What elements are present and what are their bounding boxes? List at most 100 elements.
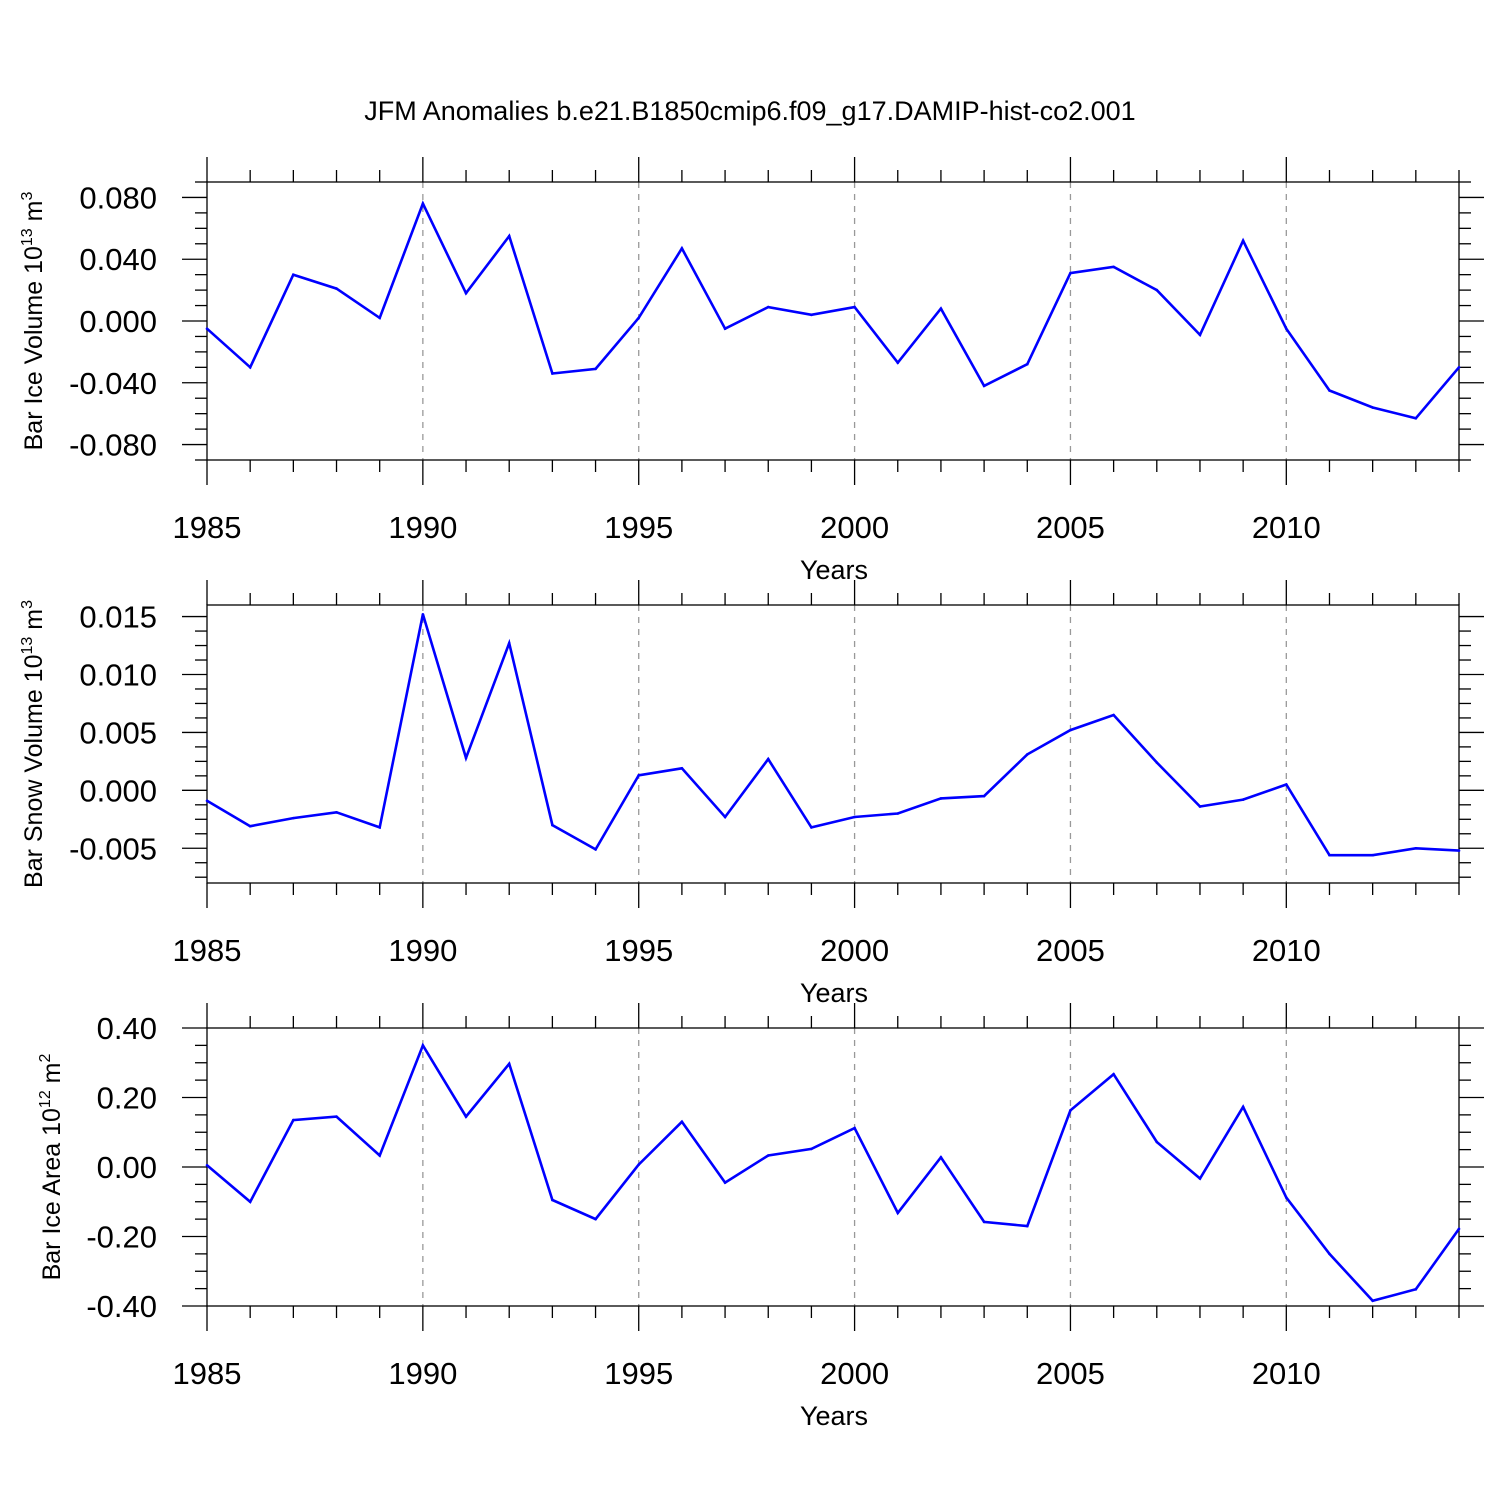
series-line [206, 613, 1460, 857]
data-point [1285, 327, 1288, 331]
chart-panel-2: 1985 1990 1995 2000 2005 2010 0.015 0.010 0.005 0… [19, 580, 1484, 1008]
x-tick-label: 2005 [1036, 510, 1105, 545]
data-point [421, 202, 425, 205]
y-tick-label: -0.40 [86, 1289, 157, 1324]
data-point [464, 1115, 468, 1118]
x-tick-label: 1995 [604, 1356, 673, 1391]
data-point [378, 826, 381, 829]
data-point [1112, 1072, 1115, 1076]
data-point [723, 815, 727, 819]
data-point [464, 756, 468, 760]
data-point [1069, 271, 1072, 275]
data-point [248, 1200, 252, 1204]
plot-frame [206, 604, 1460, 884]
data-point [292, 816, 295, 820]
x-axis-label: Years [800, 555, 868, 585]
x-tick-label: 1990 [388, 1356, 457, 1391]
figure-title: JFM Anomalies b.e21.B1850cmip6.f09_g17.D… [364, 96, 1135, 126]
series-line [206, 1042, 1461, 1303]
y-axis-label-superscript: 12 [37, 1090, 54, 1108]
y-tick-label: 0.40 [97, 1011, 157, 1046]
y-tick-label: 0.000 [79, 773, 157, 808]
data-point [335, 811, 338, 814]
data-point [723, 1181, 727, 1184]
data-point [853, 815, 856, 819]
data-point [292, 1118, 295, 1122]
y-tick-label: 0.00 [97, 1150, 157, 1185]
data-point [594, 367, 597, 371]
y-axis-label-text: Bar Ice Volume 10 [20, 246, 48, 450]
y-axis-label-superscript: 13 [19, 637, 36, 655]
data-point [810, 1147, 813, 1151]
x-tick-label: 1990 [388, 510, 457, 545]
data-point [766, 757, 770, 761]
x-tick-label: 1995 [604, 933, 673, 968]
data-point [335, 287, 338, 290]
data-point [507, 641, 511, 645]
y-tick-label: 0.080 [79, 180, 157, 215]
data-point [1241, 798, 1245, 801]
data-point [1414, 417, 1418, 420]
y-tick-label: 0.010 [79, 658, 157, 693]
chart-panel-1: 1985 1990 1995 2000 2005 2010 0.080 0.040 0.000 -… [19, 157, 1484, 585]
data-point [680, 247, 684, 250]
data-point [1155, 761, 1159, 764]
data-point [1198, 333, 1202, 337]
data-point [939, 1155, 943, 1159]
data-point [982, 1220, 986, 1224]
y-tick-label: 0.005 [79, 715, 157, 750]
y-tick-label: -0.20 [86, 1220, 157, 1255]
data-point [1328, 853, 1331, 857]
data-point [1025, 1224, 1029, 1228]
plot-frame [206, 181, 1460, 461]
data-point [1069, 728, 1072, 732]
data-point [1328, 389, 1331, 392]
x-tick-label: 1985 [173, 510, 242, 545]
data-point [1371, 1299, 1374, 1303]
x-tick-label: 2010 [1252, 1356, 1321, 1391]
data-point [378, 316, 381, 320]
data-point [680, 1120, 684, 1124]
data-point [507, 1062, 511, 1066]
y-axis-label: Bar Ice Volume 1013 m3 [19, 192, 48, 451]
data-point [1025, 362, 1029, 366]
data-point [766, 1154, 770, 1157]
data-point [853, 305, 856, 309]
data-point [1457, 366, 1461, 369]
data-point [896, 361, 900, 365]
data-point [205, 1163, 209, 1167]
data-point [766, 305, 770, 309]
y-axis-label-superscript: 2 [37, 1054, 54, 1063]
y-tick-label: 0.000 [79, 304, 157, 339]
data-point [594, 848, 597, 851]
data-point [421, 612, 425, 616]
x-axis-label: Years [800, 978, 868, 1008]
y-axis-label-text: Bar Ice Area 10 [38, 1108, 66, 1280]
data-point [551, 372, 554, 375]
data-point [248, 366, 252, 369]
x-tick-label: 2010 [1252, 510, 1321, 545]
data-point [853, 1126, 856, 1130]
x-tick-label: 2000 [820, 933, 889, 968]
y-axis-label-text: m [20, 609, 48, 637]
data-point [939, 307, 943, 310]
data-point [1112, 713, 1115, 717]
data-point [1457, 849, 1461, 852]
y-axis-label-superscript: 3 [19, 600, 36, 609]
data-point [1414, 846, 1418, 850]
x-tick-label: 1995 [604, 510, 673, 545]
data-point [292, 273, 295, 276]
data-point [896, 1211, 900, 1215]
data-point [378, 1154, 381, 1157]
data-point [810, 313, 813, 317]
data-point [680, 767, 684, 770]
data-point [637, 773, 641, 777]
data-point [1241, 1105, 1245, 1109]
data-point [551, 1198, 554, 1202]
series-line [206, 200, 1460, 420]
x-tick-label: 2005 [1036, 1356, 1105, 1391]
y-tick-label: -0.080 [69, 428, 157, 463]
data-point [810, 826, 813, 829]
data-point [507, 234, 511, 238]
data-point [939, 797, 943, 800]
